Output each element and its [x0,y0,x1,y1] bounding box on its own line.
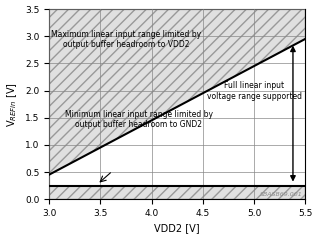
Y-axis label: V$_{REFin}$ [V]: V$_{REFin}$ [V] [5,82,19,127]
Polygon shape [49,9,305,199]
Text: Maximum linear input range limited by
output buffer headroom to VDD2: Maximum linear input range limited by ou… [51,30,201,49]
X-axis label: VDD2 [V]: VDD2 [V] [154,223,200,234]
Text: SBASB69.001: SBASB69.001 [260,192,303,197]
Text: Minimum linear input range limited by
output buffer headroom to GND2: Minimum linear input range limited by ou… [65,110,213,129]
Text: Full linear input
voltage range supported: Full linear input voltage range supporte… [206,81,301,101]
Polygon shape [49,39,305,186]
